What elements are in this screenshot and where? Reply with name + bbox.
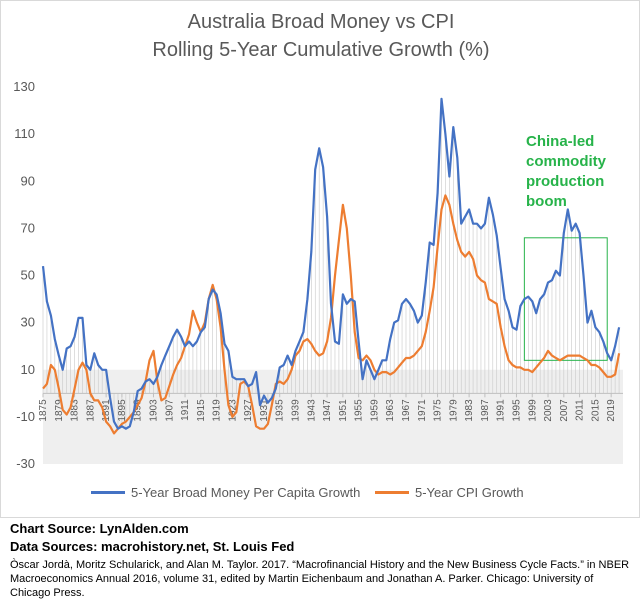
- x-tick-label: 1955: [354, 399, 365, 422]
- x-tick-label: 1935: [275, 399, 286, 422]
- y-tick-label: 10: [21, 362, 35, 377]
- x-tick-label: 2011: [575, 399, 586, 421]
- x-tick-label: 1939: [291, 399, 302, 422]
- x-tick-label: 1887: [85, 399, 96, 422]
- y-tick-label: 90: [21, 173, 35, 188]
- legend-entry-broad-money: 5-Year Broad Money Per Capita Growth: [91, 485, 360, 500]
- x-tick-label: 1879: [54, 399, 65, 422]
- x-tick-label: 1875: [38, 399, 49, 422]
- citation-text: Òscar Jordà, Moritz Schularick, and Alan…: [10, 559, 630, 599]
- plot-lower-band: [43, 369, 623, 464]
- x-tick-label: 1991: [496, 399, 507, 422]
- x-tick-label: 1987: [480, 399, 491, 422]
- x-tick-label: 1891: [101, 399, 112, 422]
- footer: Chart Source: LynAlden.com Data Sources:…: [10, 520, 630, 600]
- chart-title: Australia Broad Money vs CPI: [187, 11, 455, 33]
- x-tick-label: 2015: [590, 399, 601, 422]
- legend-label-broad-money: 5-Year Broad Money Per Capita Growth: [131, 485, 361, 500]
- legend-entry-cpi: 5-Year CPI Growth: [375, 485, 524, 500]
- x-tick-label: 1931: [259, 399, 270, 422]
- y-tick-label: 70: [21, 220, 35, 235]
- x-tick-label: 1999: [527, 399, 538, 422]
- data-sources-text: Data Sources: macrohistory.net, St. Loui…: [10, 539, 295, 554]
- y-tick-label: 130: [13, 79, 35, 94]
- x-tick-label: 1947: [322, 399, 333, 422]
- x-tick-label: 1975: [433, 399, 444, 422]
- y-tick-label: 30: [21, 315, 35, 330]
- x-tick-label: 1911: [180, 399, 191, 421]
- annotation-box: [523, 237, 608, 361]
- plot-svg: 130 110 90 70 50 30 10 -10 -30 1875 1879 1883 1887 18…: [13, 79, 623, 471]
- x-tick-label: 1903: [148, 399, 159, 422]
- x-tick-label: 1979: [448, 399, 459, 422]
- x-tick-label: 1923: [227, 399, 238, 422]
- x-tick-label: 1967: [401, 399, 412, 422]
- y-tick-label: -30: [16, 456, 35, 471]
- y-tick-label: 50: [21, 268, 35, 283]
- annotation-label: production: [526, 173, 604, 190]
- legend-swatch-cpi: [375, 491, 409, 494]
- chart-source-text: Chart Source: LynAlden.com: [10, 521, 189, 536]
- x-tick-label: 1927: [243, 399, 254, 422]
- x-tick-label: 1895: [117, 399, 128, 422]
- annotation-label: commodity: [526, 153, 607, 170]
- x-tick-label: 1971: [417, 399, 428, 422]
- legend-label-cpi: 5-Year CPI Growth: [415, 485, 524, 500]
- x-tick-label: 1983: [464, 399, 475, 422]
- series-line-broad-money: [41, 97, 621, 430]
- x-tick-label: 1959: [369, 399, 380, 422]
- annotation-label: China-led: [526, 133, 594, 150]
- y-tick-label: -10: [16, 409, 35, 424]
- x-tick-label: 1907: [164, 399, 175, 422]
- annotation-label: boom: [526, 193, 567, 210]
- x-tick-label: 1995: [511, 399, 522, 422]
- legend-swatch-broad-money: [91, 491, 125, 494]
- x-tick-label: 1951: [338, 399, 349, 422]
- x-tick-label: 1915: [196, 399, 207, 422]
- x-tick-label: 2007: [559, 399, 570, 422]
- x-tick-label: 2003: [543, 399, 554, 422]
- chart-subtitle: Rolling 5-Year Cumulative Growth (%): [152, 39, 490, 61]
- x-tick-label: 1963: [385, 399, 396, 422]
- x-tick-label: 1919: [212, 399, 223, 422]
- x-tick-label: 2019: [606, 399, 617, 422]
- series-line-cpi: [42, 194, 621, 435]
- chart-area: Australia Broad Money vs CPI Rolling 5-Y…: [0, 0, 640, 518]
- y-tick-label: 110: [14, 126, 35, 141]
- x-tick-label: 1943: [306, 399, 317, 422]
- x-tick-label: 1883: [70, 399, 81, 422]
- x-tick-label: 1899: [133, 399, 144, 422]
